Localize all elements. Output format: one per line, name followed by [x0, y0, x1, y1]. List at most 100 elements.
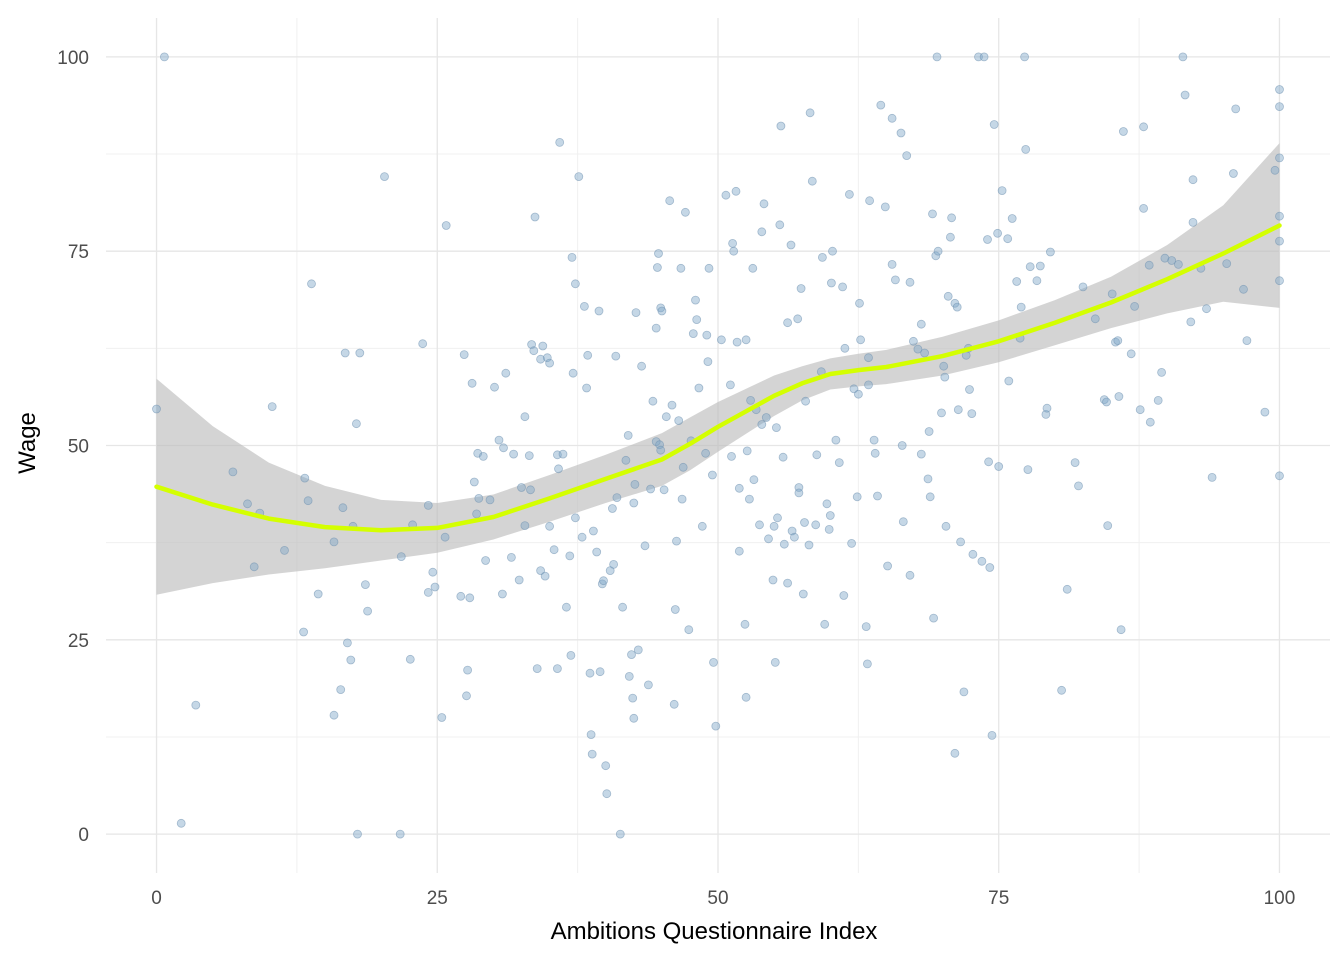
x-tick-label: 75 — [988, 888, 1009, 909]
data-point — [1188, 175, 1198, 185]
y-tick-label: 50 — [68, 437, 89, 458]
data-point — [1021, 144, 1031, 154]
data-point — [437, 713, 447, 722]
data-point — [1057, 685, 1066, 695]
data-point — [355, 348, 365, 358]
data-point — [940, 372, 950, 382]
data-point — [300, 473, 310, 483]
data-point — [657, 306, 667, 316]
data-point — [905, 277, 915, 287]
data-point — [565, 551, 575, 561]
data-point — [1275, 236, 1284, 246]
data-point — [1062, 584, 1072, 594]
data-point — [931, 251, 941, 261]
data-point — [794, 488, 804, 498]
data-point — [633, 645, 643, 655]
data-point — [555, 137, 565, 147]
data-point — [1180, 90, 1190, 100]
data-point — [299, 627, 309, 637]
data-point — [847, 539, 856, 548]
data-point — [553, 664, 562, 673]
data-point — [646, 484, 655, 494]
data-point — [796, 284, 806, 293]
data-point — [764, 534, 773, 544]
data-point — [989, 120, 999, 129]
data-point — [608, 504, 617, 513]
data-point — [761, 413, 771, 422]
data-point — [1114, 392, 1124, 401]
data-point — [950, 748, 960, 758]
data-point — [545, 521, 554, 531]
data-point — [428, 567, 438, 577]
data-point — [811, 520, 821, 530]
data-point — [599, 576, 608, 586]
data-point — [1157, 367, 1166, 377]
data-point — [303, 496, 313, 506]
data-point — [1032, 276, 1042, 286]
data-point — [1012, 277, 1022, 286]
data-point — [952, 302, 962, 312]
data-point — [532, 664, 542, 673]
data-point — [825, 511, 835, 520]
x-tick-label: 25 — [427, 888, 448, 909]
data-point — [571, 279, 580, 289]
data-point — [313, 589, 323, 599]
data-point — [594, 306, 604, 316]
data-point — [891, 275, 900, 285]
data-point — [831, 435, 841, 445]
data-point — [540, 571, 550, 581]
data-point — [580, 301, 589, 311]
data-point — [459, 350, 469, 360]
data-point — [905, 570, 915, 580]
data-point — [585, 668, 595, 678]
data-point — [678, 462, 688, 472]
data-point — [703, 357, 713, 367]
data-point — [897, 441, 907, 450]
y-tick-label: 25 — [68, 631, 89, 652]
data-point — [854, 389, 863, 399]
data-point — [654, 249, 663, 258]
data-point — [896, 128, 906, 138]
data-point — [1135, 405, 1145, 415]
data-point — [727, 451, 736, 461]
data-point — [691, 295, 700, 305]
data-point — [1130, 301, 1139, 311]
x-tick-label: 0 — [151, 888, 162, 909]
data-point — [1270, 165, 1280, 175]
x-axis-title: Ambitions Questionnaire Index — [551, 918, 878, 945]
data-point — [779, 539, 789, 549]
data-point — [243, 499, 252, 509]
data-point — [474, 493, 484, 503]
data-point — [1113, 336, 1123, 346]
data-point — [828, 246, 837, 256]
data-point — [601, 761, 611, 771]
data-point — [574, 172, 584, 182]
data-point — [838, 282, 847, 292]
data-point — [1144, 260, 1154, 270]
data-point — [887, 259, 897, 269]
data-point — [536, 354, 545, 364]
data-point — [968, 549, 978, 559]
data-point — [644, 680, 653, 690]
data-point — [592, 547, 602, 557]
data-point — [778, 452, 788, 462]
data-point — [501, 368, 511, 378]
data-point — [676, 263, 686, 273]
data-point — [1160, 253, 1170, 263]
data-point — [1188, 217, 1198, 227]
data-point — [709, 658, 718, 667]
data-point — [618, 602, 627, 612]
data-point — [1119, 127, 1128, 136]
data-point — [1275, 471, 1284, 481]
x-axis-ticks: 0 25 50 75 100 — [151, 888, 1295, 909]
data-point — [609, 560, 618, 569]
data-point — [191, 700, 201, 710]
data-point — [469, 477, 479, 487]
data-point — [711, 721, 721, 731]
data-point — [1126, 349, 1136, 359]
data-point — [749, 475, 759, 485]
data-point — [342, 638, 352, 648]
data-point — [249, 562, 259, 572]
data-point — [545, 358, 554, 368]
data-point — [694, 383, 704, 393]
